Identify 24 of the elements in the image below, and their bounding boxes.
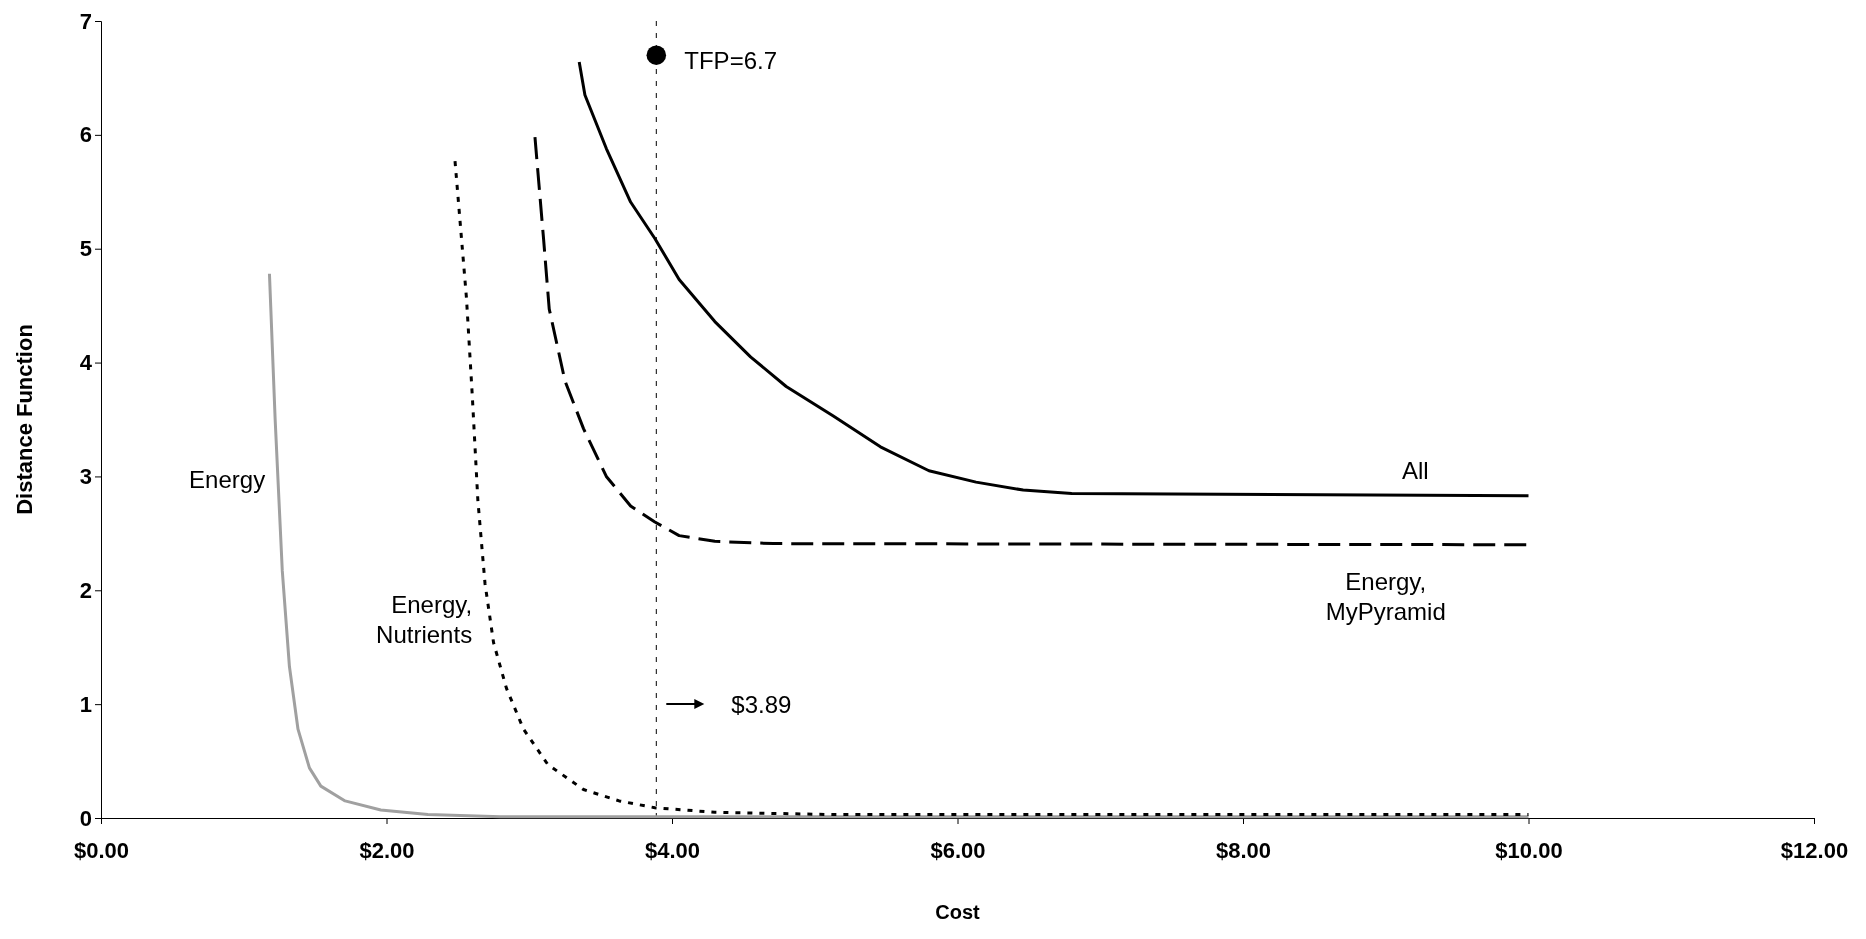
y-tick-label: 6: [79, 122, 92, 148]
annotation: TFP=6.7: [684, 47, 778, 75]
x-tick-label: $6.00: [930, 837, 986, 863]
y-tick-label: 4: [79, 350, 93, 376]
x-tick-label: $8.00: [1215, 837, 1272, 863]
series-label: Energy: [189, 465, 266, 493]
y-axis-title: Distance Function: [12, 324, 37, 515]
series-label: Energy, Nutrients: [376, 591, 473, 649]
x-tick-label: $12.00: [1780, 837, 1849, 863]
y-tick-label: 1: [79, 691, 92, 717]
line-series: [267, 272, 1530, 819]
y-tick-label: 0: [79, 805, 92, 831]
annotation: $3.89: [731, 691, 792, 718]
y-tick-label: 3: [79, 463, 92, 489]
series-label: Energy, MyPyramid: [1325, 568, 1446, 626]
y-tick-label: 2: [79, 577, 92, 603]
x-axis-title: Cost: [935, 901, 981, 923]
x-tick-label: $4.00: [644, 837, 701, 863]
x-tick-label: $10.00: [1495, 837, 1563, 863]
series-label: All: [1401, 456, 1429, 484]
y-tick-label: 5: [79, 236, 92, 262]
y-tick-label: 7: [79, 8, 92, 34]
x-tick-label: $2.00: [359, 837, 415, 863]
x-tick-label: $0.00: [73, 837, 130, 863]
